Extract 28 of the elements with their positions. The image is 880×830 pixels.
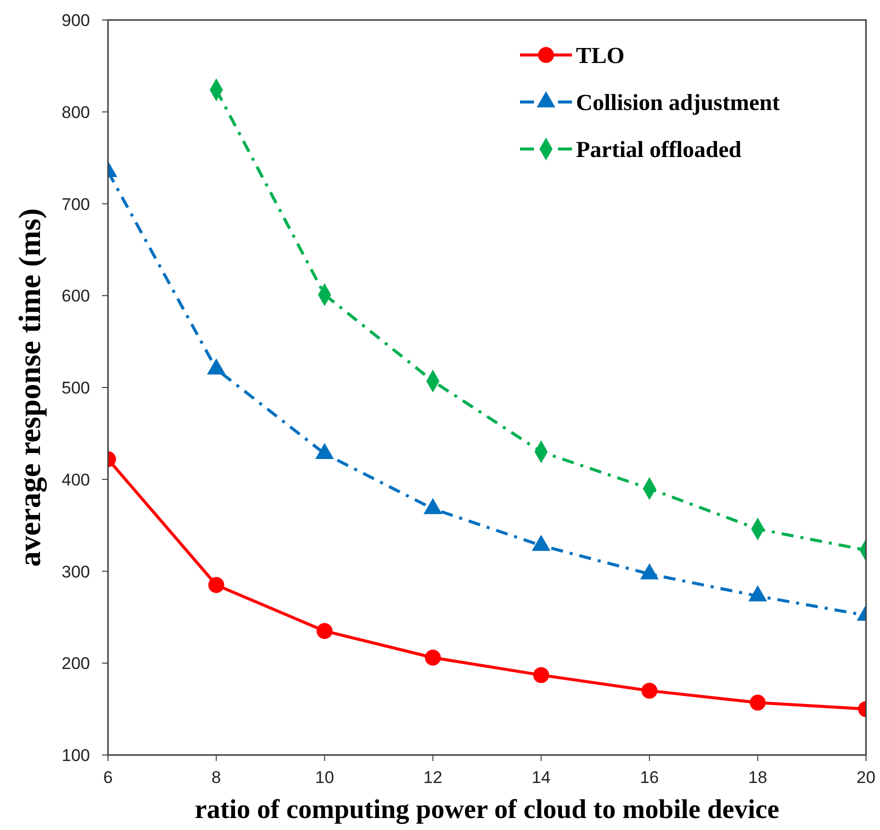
y-tick-label: 600 — [62, 286, 90, 306]
x-tick-label: 18 — [748, 768, 768, 787]
point — [316, 623, 333, 639]
y-tick-label: 900 — [62, 11, 90, 30]
y-tick-label: 700 — [62, 194, 90, 214]
legend-label: Collision adjustment — [576, 90, 780, 115]
y-tick-label: 400 — [62, 470, 90, 490]
y-tick-label: 200 — [62, 654, 90, 674]
legend-label: Partial offloaded — [576, 137, 742, 162]
x-tick-label: 12 — [423, 768, 442, 787]
legend-label: TLO — [576, 43, 625, 68]
y-tick-label: 500 — [62, 378, 90, 398]
x-tick-label: 20 — [856, 768, 876, 787]
point — [750, 694, 766, 711]
x-tick-label: 16 — [640, 768, 659, 787]
x-tick-label: 6 — [103, 768, 113, 787]
x-tick-label: 14 — [532, 768, 551, 787]
x-tick-label: 8 — [212, 768, 222, 787]
y-tick-label: 100 — [62, 746, 90, 765]
point — [424, 650, 441, 666]
x-tick-label: 10 — [315, 768, 334, 787]
y-tick-label: 300 — [62, 562, 90, 582]
y-tick-label: 800 — [62, 102, 90, 122]
point — [533, 667, 550, 684]
point — [208, 577, 224, 593]
x-axis-title: ratio of computing power of cloud to mobile device — [194, 794, 780, 824]
point — [641, 682, 658, 699]
y-axis-title: average response time (ms) — [12, 208, 47, 567]
